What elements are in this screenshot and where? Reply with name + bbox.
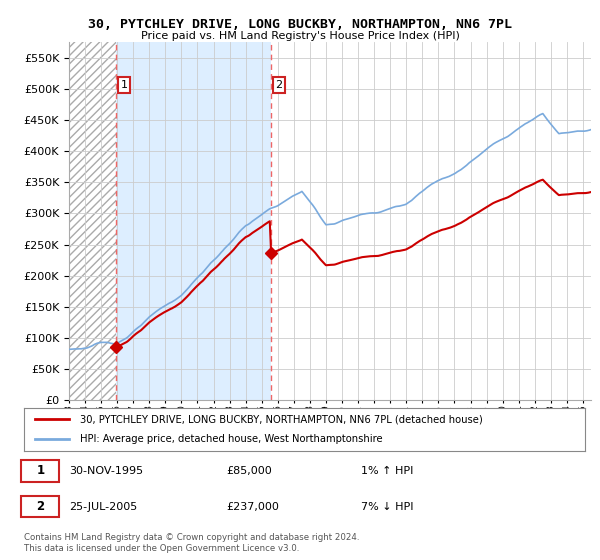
Text: 1: 1 [36,464,44,478]
Text: 2: 2 [36,500,44,513]
Text: 30-NOV-1995: 30-NOV-1995 [69,466,143,476]
Bar [69,42,116,400]
Text: 1% ↑ HPI: 1% ↑ HPI [361,466,413,476]
Text: £237,000: £237,000 [226,502,279,511]
Text: 30, PYTCHLEY DRIVE, LONG BUCKBY, NORTHAMPTON, NN6 7PL (detached house): 30, PYTCHLEY DRIVE, LONG BUCKBY, NORTHAM… [80,414,483,424]
Text: 2: 2 [275,80,283,90]
Text: 25-JUL-2005: 25-JUL-2005 [69,502,137,511]
Text: Contains HM Land Registry data © Crown copyright and database right 2024.
This d: Contains HM Land Registry data © Crown c… [24,533,359,553]
FancyBboxPatch shape [21,496,59,517]
Bar [116,42,271,400]
Text: £85,000: £85,000 [226,466,272,476]
FancyBboxPatch shape [21,460,59,482]
Text: 1: 1 [121,80,128,90]
Text: Price paid vs. HM Land Registry's House Price Index (HPI): Price paid vs. HM Land Registry's House … [140,31,460,41]
Text: 7% ↓ HPI: 7% ↓ HPI [361,502,413,511]
Bar [69,42,116,400]
Text: 30, PYTCHLEY DRIVE, LONG BUCKBY, NORTHAMPTON, NN6 7PL: 30, PYTCHLEY DRIVE, LONG BUCKBY, NORTHAM… [88,18,512,31]
Text: HPI: Average price, detached house, West Northamptonshire: HPI: Average price, detached house, West… [80,434,383,444]
